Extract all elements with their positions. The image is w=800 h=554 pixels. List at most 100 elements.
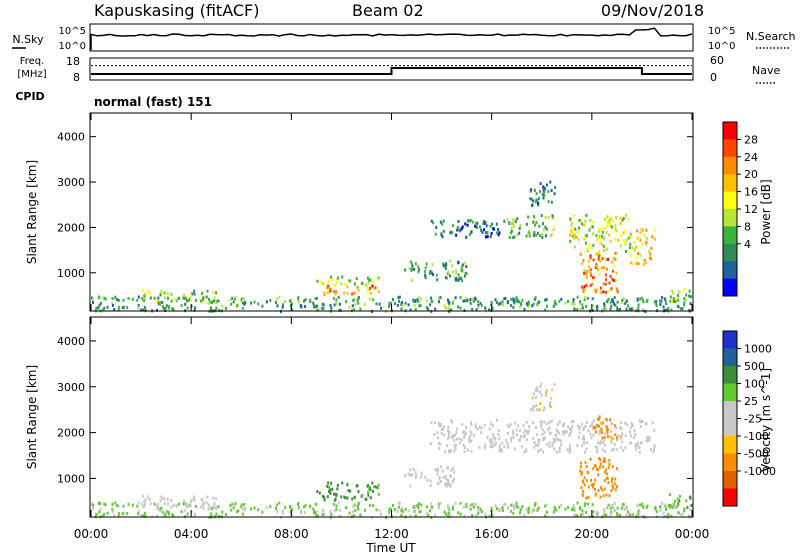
- data-cell: [328, 485, 330, 489]
- data-cell: [610, 480, 613, 484]
- data-cell: [443, 510, 446, 514]
- data-cell: [163, 502, 166, 506]
- data-cell: [156, 308, 158, 312]
- data-cell: [137, 306, 140, 310]
- data-cell: [429, 479, 432, 483]
- y-tick-label: 3000: [57, 381, 85, 394]
- data-cell: [545, 298, 548, 302]
- data-cell: [344, 496, 347, 500]
- data-cell: [533, 215, 535, 218]
- data-cell: [571, 302, 573, 306]
- data-cell: [424, 475, 427, 479]
- data-cell: [609, 274, 612, 278]
- data-cell: [537, 197, 540, 201]
- data-cell: [598, 235, 601, 239]
- data-cell: [614, 509, 617, 513]
- data-cell: [612, 436, 615, 440]
- nave-tick-bottom: 0: [710, 71, 717, 84]
- data-cell: [598, 415, 601, 419]
- data-cell: [629, 426, 632, 430]
- data-cell: [677, 305, 680, 309]
- data-cell: [449, 274, 451, 278]
- data-cell: [636, 229, 639, 233]
- data-cell: [464, 271, 467, 275]
- power-colorbar-segment: [723, 191, 737, 210]
- data-cell: [297, 296, 300, 300]
- data-cell: [584, 461, 587, 465]
- data-cell: [375, 508, 378, 512]
- data-cell: [630, 261, 633, 265]
- data-cell: [625, 299, 628, 303]
- data-cell: [378, 302, 381, 306]
- data-cell: [641, 296, 644, 300]
- data-cell: [552, 510, 555, 514]
- data-cell: [401, 509, 404, 513]
- data-cell: [626, 423, 629, 427]
- data-cell: [553, 383, 556, 386]
- data-cell: [172, 297, 175, 301]
- data-cell: [589, 432, 592, 436]
- data-cell: [525, 508, 528, 511]
- data-cell: [165, 510, 168, 514]
- data-cell: [166, 497, 169, 501]
- data-cell: [569, 431, 572, 435]
- data-cell: [300, 305, 303, 309]
- data-cell: [452, 270, 455, 274]
- data-cell: [617, 434, 620, 438]
- data-cell: [613, 482, 616, 486]
- data-cell: [581, 492, 584, 496]
- data-cell: [567, 425, 569, 429]
- data-cell: [144, 502, 146, 506]
- data-cell: [300, 511, 303, 515]
- data-cell: [147, 495, 150, 499]
- data-cell: [529, 197, 532, 201]
- data-cell: [448, 300, 451, 304]
- data-cell: [460, 268, 463, 272]
- data-cell: [532, 508, 535, 512]
- data-cell: [592, 510, 595, 514]
- data-cell: [410, 260, 413, 264]
- data-cell: [153, 502, 156, 506]
- data-cell: [614, 488, 617, 492]
- data-cell: [653, 506, 656, 510]
- data-cell: [210, 512, 213, 516]
- data-cell: [471, 220, 474, 224]
- data-cell: [414, 470, 417, 474]
- data-cell: [103, 296, 106, 300]
- y-tick-label: 1000: [57, 472, 85, 485]
- data-cell: [653, 428, 656, 432]
- data-cell: [665, 308, 668, 312]
- data-cell: [590, 436, 593, 440]
- data-cell: [462, 505, 465, 509]
- data-cell: [607, 481, 610, 485]
- data-cell: [243, 302, 246, 306]
- data-cell: [604, 217, 606, 221]
- data-cell: [598, 465, 601, 469]
- data-cell: [184, 302, 187, 306]
- data-cell: [568, 427, 571, 431]
- data-cell: [547, 200, 550, 204]
- data-cell: [144, 292, 147, 296]
- data-cell: [558, 505, 561, 509]
- data-cell: [465, 297, 468, 300]
- data-cell: [315, 502, 318, 506]
- data-cell: [111, 297, 114, 300]
- data-cell: [439, 220, 442, 224]
- y-tick-label: 1000: [57, 267, 85, 280]
- data-cell: [331, 487, 334, 491]
- data-cell: [516, 217, 519, 221]
- data-cell: [477, 305, 480, 309]
- data-cell: [331, 278, 334, 282]
- y-tick-label: 2000: [57, 221, 85, 234]
- data-cell: [343, 495, 346, 499]
- data-cell: [586, 276, 589, 280]
- data-cell: [545, 504, 548, 507]
- data-cell: [491, 512, 494, 516]
- power-colorbar-tick-label: 4: [744, 238, 751, 251]
- data-cell: [606, 267, 609, 271]
- data-cell: [535, 198, 538, 202]
- data-cell: [162, 305, 165, 309]
- velocity-colorbar-segment: [723, 488, 737, 507]
- data-cell: [452, 299, 455, 303]
- data-cell: [603, 307, 606, 311]
